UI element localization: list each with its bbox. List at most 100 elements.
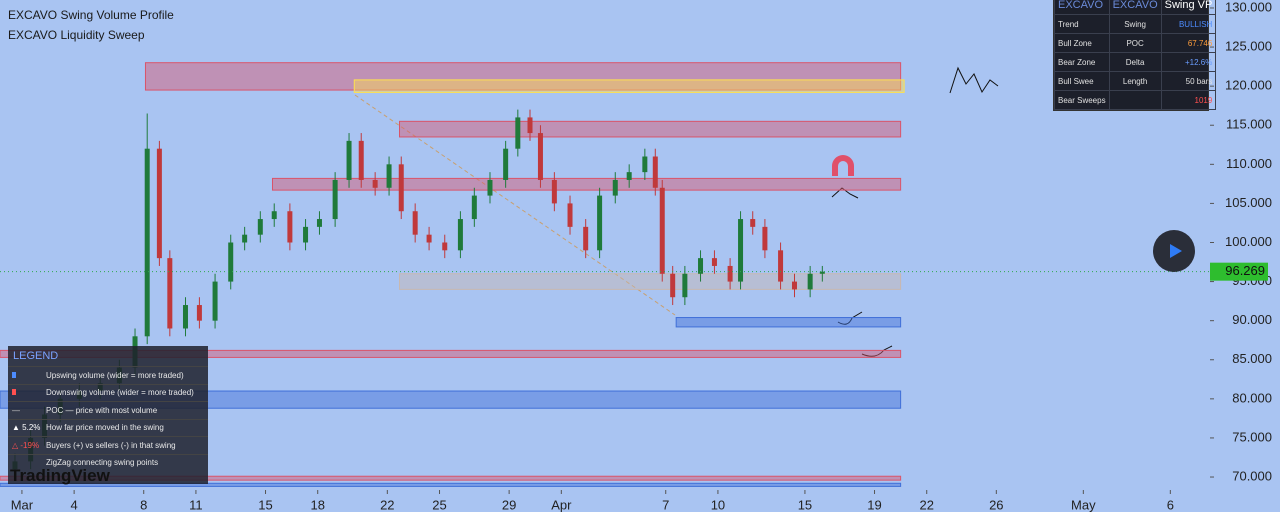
x-tick-label: 19 — [867, 497, 881, 512]
legend-text: How far price moved in the swing — [46, 423, 164, 433]
table-cell: Swing — [1108, 14, 1162, 34]
candle-body — [386, 164, 392, 188]
table-cell — [1108, 90, 1162, 110]
zone — [0, 390, 902, 409]
candle-body — [791, 281, 797, 290]
candle-body — [182, 305, 188, 329]
table-cell: Bull Zone — [1054, 33, 1110, 53]
candle-body — [515, 117, 521, 149]
legend-row: Downswing volume (wider = more traded) — [8, 383, 208, 402]
info-table: EXCAVO EXCAVO Swing VP Trend Swing BULLISH Bul… — [1053, 0, 1217, 111]
candle-body — [537, 133, 543, 180]
candle-body — [583, 226, 589, 251]
candle-body — [196, 305, 202, 321]
candle-body — [659, 187, 665, 274]
x-tick-label: 8 — [140, 497, 147, 512]
table-row: Bull Zone POC 67.746 — [1054, 33, 1217, 53]
candle-body — [212, 281, 218, 321]
y-tick-label: 115.000 — [1226, 117, 1272, 132]
candle-body — [612, 179, 618, 196]
zone — [399, 120, 902, 138]
table-cell: 1019 — [1160, 90, 1217, 110]
candle-body — [487, 179, 493, 196]
candle-body — [652, 156, 658, 188]
indicator-title: EXCAVO Swing Volume Profile — [8, 8, 174, 22]
x-tick-label: 10 — [711, 497, 725, 512]
x-tick-label: May — [1071, 497, 1096, 512]
candle-body — [156, 148, 162, 259]
indicator-title: EXCAVO Liquidity Sweep — [8, 28, 145, 42]
x-tick-label: 6 — [1167, 497, 1174, 512]
table-cell: Trend — [1054, 14, 1110, 34]
zone — [0, 349, 902, 358]
x-tick-label: 18 — [310, 497, 324, 512]
legend-row: △ -19% Buyers (+) vs sellers (-) in that … — [8, 436, 208, 454]
y-tick-label: 90.000 — [1232, 312, 1272, 327]
zone — [0, 482, 902, 487]
candle-body — [412, 211, 418, 235]
last-price-label: 96.269 — [1225, 263, 1265, 278]
y-tick-label: 110.000 — [1226, 156, 1272, 171]
legend-text: Downswing volume (wider = more traded) — [46, 388, 194, 398]
candle-body — [551, 179, 557, 204]
candle-body — [642, 156, 648, 173]
candle-body — [819, 271, 825, 274]
table-row: Trend Swing BULLISH — [1054, 14, 1217, 34]
legend-row: Upswing volume (wider = more traded) — [8, 366, 208, 384]
y-tick-label: 120.000 — [1225, 78, 1272, 93]
candle-body — [242, 234, 248, 243]
x-tick-label: Apr — [551, 497, 572, 512]
x-tick-label: 11 — [189, 497, 203, 512]
zone — [144, 62, 902, 91]
candle-body — [503, 148, 509, 180]
table-row: Bull Swee Length 50 bars — [1054, 71, 1217, 91]
legend-icon — [8, 388, 46, 397]
candle-body — [426, 234, 432, 243]
table-cell: EXCAVO — [1054, 0, 1110, 15]
zone — [353, 79, 905, 93]
table-cell: +12.6% — [1160, 52, 1217, 72]
candle-body — [271, 211, 277, 220]
x-tick-label: 15 — [258, 497, 272, 512]
play-button[interactable] — [1153, 230, 1195, 272]
candle-body — [778, 250, 784, 282]
candle-body — [567, 203, 573, 227]
candle-body — [626, 172, 632, 180]
y-tick-label: 130.000 — [1225, 0, 1272, 14]
candle-body — [332, 179, 338, 220]
trend-line — [354, 94, 676, 316]
x-tick-label: 7 — [662, 497, 669, 512]
legend-row: ▲ 5.2% How far price moved in the swing — [8, 418, 208, 437]
zone — [675, 317, 902, 328]
candle-body — [144, 148, 150, 337]
table-row: EXCAVO EXCAVO Swing VP — [1054, 0, 1217, 15]
y-tick-label: 75.000 — [1232, 429, 1272, 444]
y-tick-label: 125.000 — [1225, 38, 1272, 53]
table-cell: POC — [1108, 33, 1162, 53]
candle-body — [682, 273, 688, 298]
legend-text: Upswing volume (wider = more traded) — [46, 370, 184, 380]
candle-body — [762, 226, 768, 251]
candle-body — [398, 164, 404, 212]
x-tick-label: 22 — [919, 497, 933, 512]
legend-icon — [8, 371, 46, 380]
price-axis — [1210, 0, 1280, 512]
candle-body — [257, 219, 263, 235]
candle-body — [358, 140, 364, 180]
candle-body — [597, 195, 603, 251]
x-tick-label: 22 — [380, 497, 394, 512]
table-cell: 50 bars — [1160, 71, 1217, 91]
candle-body — [372, 179, 378, 188]
x-tick-label: 15 — [798, 497, 812, 512]
table-cell: Bear Sweeps — [1054, 90, 1110, 110]
table-cell: Swing VP — [1160, 0, 1217, 15]
zone — [271, 177, 902, 191]
x-tick-label: 25 — [432, 497, 446, 512]
y-tick-label: 105.000 — [1225, 195, 1272, 210]
table-cell: BULLISH — [1160, 14, 1217, 34]
last-price-box — [1210, 262, 1268, 281]
x-tick-label: Mar — [11, 497, 34, 512]
x-tick-label: 26 — [989, 497, 1003, 512]
